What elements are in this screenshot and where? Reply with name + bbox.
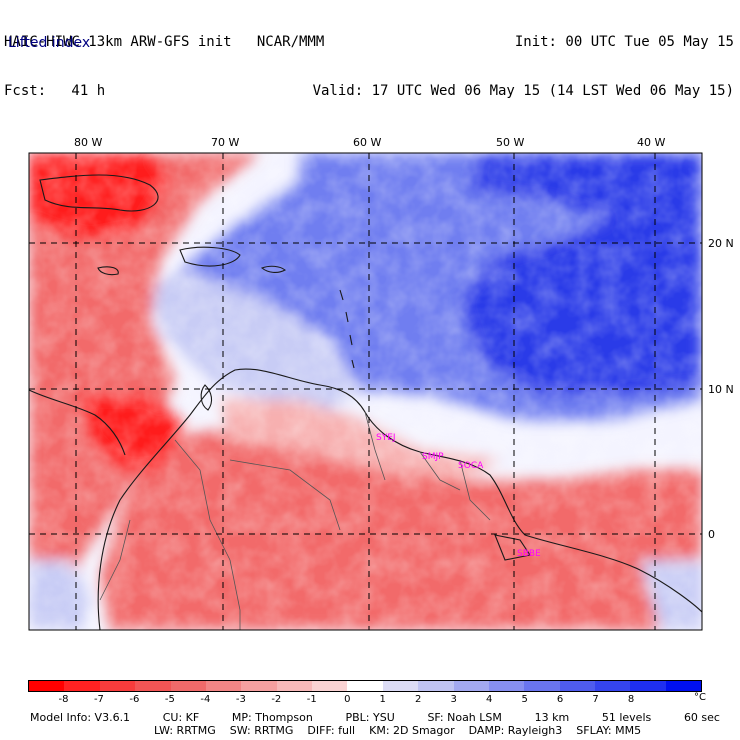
model-version: Model Info: V3.6.1: [30, 711, 131, 724]
colorbar-tick-label: -5: [164, 694, 175, 705]
lon-label-60w: 60 W: [353, 136, 381, 149]
colorbar-tick-label: 2: [415, 694, 422, 705]
lat-label-10n: 10 N: [708, 383, 734, 396]
model-info-footer: Model Info: V3.6.1 CU: KF MP: Thompson P…: [30, 711, 720, 737]
colorbar-tick-label: -1: [306, 694, 317, 705]
shortwave-scheme: SW: RRTMG: [229, 724, 294, 737]
central-america-coast: [29, 389, 126, 456]
colorbar-cell: [453, 681, 489, 691]
cumulus-scheme: CU: KF: [162, 711, 200, 724]
colorbar-unit: °C: [694, 692, 706, 703]
colorbar-tick-label: 8: [627, 694, 635, 705]
colorbar-cell: [170, 681, 206, 691]
colorbar-tick-label: 5: [521, 694, 528, 705]
latitude-labels: 20 N 10 N 0: [708, 237, 734, 541]
colorbar-tick-label: 4: [485, 694, 493, 705]
microphysics-scheme: MP: Thompson: [231, 711, 313, 724]
colorbar-tick-label: -6: [129, 694, 140, 705]
colorbar-cell: [595, 681, 631, 691]
hispaniola-coast: [179, 246, 241, 267]
south-america-coast: [97, 368, 702, 630]
init-time: Init: 00 UTC Tue 05 May 15: [514, 34, 734, 50]
coastlines: [29, 174, 702, 630]
colorbar-cell: [418, 681, 454, 691]
colorbar: [28, 680, 702, 692]
forecast-hour: Fcst: 41 h: [4, 83, 106, 99]
colorbar-labels: -8 -7 -6 -5 -4 -3 -2 -1 0 1 2 3 4 5 6 7 8: [28, 694, 702, 706]
grid-resolution: 13 km: [534, 711, 570, 724]
colorbar-tick-label: 6: [556, 694, 564, 705]
damping-option: DAMP: Rayleigh3: [468, 724, 563, 737]
amazon-delta: [494, 534, 531, 561]
pbl-scheme: PBL: YSU: [345, 711, 395, 724]
station-syej: SYEJ: [376, 433, 396, 443]
greater-antilles-coast: [39, 174, 159, 212]
run-title: HAIC-HIWC 13km ARW-GFS init NCAR/MMM: [4, 34, 325, 50]
lon-label-50w: 50 W: [496, 136, 524, 149]
colorbar-cell: [276, 681, 312, 691]
lake-maracaibo: [200, 384, 213, 411]
field-name: Lifted index: [8, 35, 91, 51]
colorbar-cell: [347, 681, 383, 691]
colorbar-tick-label: -4: [200, 694, 211, 705]
lon-label-80w: 80 W: [74, 136, 102, 149]
station-labels: SYEJ SMJP SOCA SBBE: [376, 433, 541, 559]
colorbar-tick-label: 1: [379, 694, 386, 705]
colorbar-tick-label: -8: [58, 694, 69, 705]
colorbar-cell: [135, 681, 171, 691]
valid-time: Valid: 17 UTC Wed 06 May 15 (14 LST Wed …: [312, 83, 734, 99]
longitude-labels: 80 W 70 W 60 W 50 W 40 W: [74, 136, 665, 149]
colorbar-tick-label: -2: [271, 694, 282, 705]
km-option: KM: 2D Smagor: [369, 724, 455, 737]
lon-label-70w: 70 W: [211, 136, 239, 149]
puerto-rico-coast: [260, 265, 286, 273]
vertical-levels: 51 levels: [601, 711, 652, 724]
colorbar-cell: [29, 681, 65, 691]
colorbar-tick-label: 0: [344, 694, 351, 705]
map-frame: [28, 152, 703, 631]
colorbar-cell: [630, 681, 666, 691]
colorbar-tick-label: 3: [450, 694, 457, 705]
colorbar-cell: [488, 681, 525, 691]
header-right: Init: 00 UTC Tue 05 May 15 Valid: 17 UTC…: [313, 2, 734, 116]
colorbar-cell: [241, 681, 277, 691]
colorbar-cell: [382, 681, 419, 691]
colorbar-cell: [524, 681, 560, 691]
surface-layer-scheme: SFLAY: MM5: [576, 724, 642, 737]
surface-scheme: SF: Noah LSM: [427, 711, 502, 724]
lat-lon-grid: [29, 153, 702, 630]
station-smjp: SMJP: [422, 452, 444, 462]
country-borders: [99, 411, 491, 630]
texture-overlay: [29, 153, 702, 630]
colorbar-tick-label: 7: [592, 694, 599, 705]
colorbar-cell: [665, 681, 702, 691]
lat-label-20n: 20 N: [708, 237, 734, 250]
station-sbbe: SBBE: [517, 549, 541, 559]
colorbar-cell: [559, 681, 595, 691]
time-step: 60 sec: [683, 711, 720, 724]
lesser-antilles: [339, 289, 355, 369]
colorbar-tick-label: -7: [93, 694, 104, 705]
colorbar-cell: [312, 681, 348, 691]
station-soca: SOCA: [458, 461, 484, 471]
diffusion-option: DIFF: full: [307, 724, 356, 737]
colorbar-cell: [99, 681, 136, 691]
header-left: HAIC-HIWC 13km ARW-GFS init NCAR/MMM Fcs…: [4, 2, 324, 116]
lifted-index-field: [29, 153, 702, 630]
longwave-scheme: LW: RRTMG: [154, 724, 216, 737]
lat-label-0: 0: [708, 528, 715, 541]
jamaica-coast: [97, 266, 119, 276]
lon-label-40w: 40 W: [637, 136, 665, 149]
colorbar-cell: [205, 681, 242, 691]
colorbar-cell: [64, 681, 100, 691]
colorbar-tick-label: -3: [235, 694, 246, 705]
